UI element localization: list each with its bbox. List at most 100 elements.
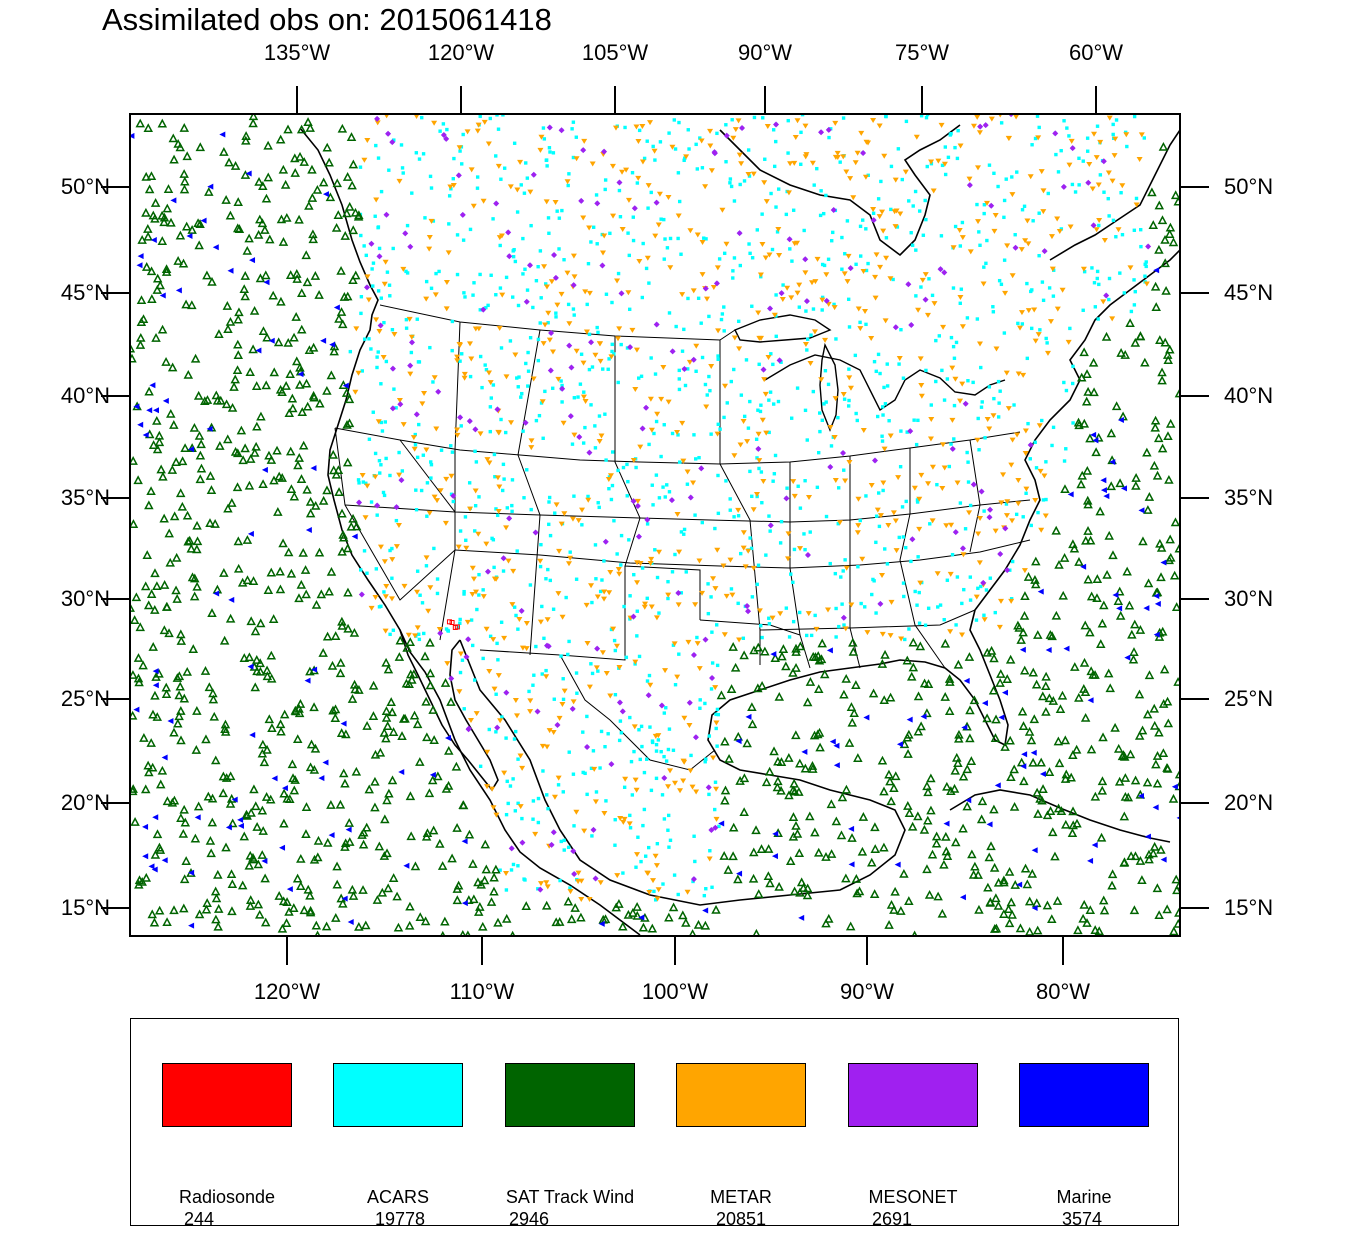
acars-marker: [706, 611, 711, 616]
metar-marker: [527, 189, 534, 195]
acars-marker: [515, 376, 519, 380]
sat-wind-marker: [341, 729, 351, 739]
acars-marker: [654, 776, 659, 781]
acars-marker: [616, 271, 621, 276]
metar-marker: [696, 558, 703, 564]
acars-marker: [578, 382, 583, 386]
sat-wind-marker: [922, 781, 932, 791]
metar-marker: [421, 391, 428, 397]
sat-wind-marker: [326, 566, 337, 576]
metar-marker: [463, 545, 470, 551]
sat-wind-marker: [205, 518, 215, 527]
sat-wind-marker: [1006, 772, 1016, 781]
marine-marker: [237, 822, 244, 829]
acars-marker: [824, 514, 829, 519]
mesonet-marker: [465, 636, 472, 643]
sat-wind-marker: [1154, 910, 1164, 920]
acars-marker: [500, 715, 504, 719]
sat-wind-marker: [269, 475, 279, 485]
acars-marker: [742, 179, 747, 183]
metar-marker: [769, 615, 776, 621]
acars-marker: [612, 352, 616, 356]
acars-marker: [884, 236, 889, 240]
metar-marker: [581, 138, 588, 144]
acars-marker: [603, 412, 607, 416]
sat-wind-marker: [140, 581, 151, 591]
sat-wind-marker: [1079, 347, 1089, 357]
mesonet-marker: [493, 200, 500, 207]
metar-marker: [703, 404, 710, 410]
sat-wind-marker: [735, 776, 745, 785]
sat-wind-marker: [1051, 610, 1062, 620]
mesonet-marker: [653, 321, 660, 328]
metar-marker: [450, 182, 457, 188]
marine-marker: [304, 677, 311, 684]
metar-marker: [707, 143, 714, 149]
acars-marker: [767, 398, 771, 402]
acars-marker: [585, 792, 589, 797]
sat-wind-marker: [347, 694, 358, 703]
metar-marker: [864, 630, 871, 636]
metar-marker: [655, 733, 662, 739]
acars-marker: [915, 603, 919, 607]
metar-marker: [922, 272, 929, 278]
acars-marker: [546, 567, 550, 572]
sat-wind-marker: [730, 662, 741, 672]
acars-marker: [769, 191, 773, 196]
acars-marker: [387, 283, 392, 287]
metar-marker: [391, 332, 398, 338]
acars-marker: [519, 395, 523, 399]
acars-marker: [439, 448, 444, 452]
sat-wind-marker: [1152, 470, 1163, 480]
acars-marker: [625, 346, 630, 350]
sat-wind-marker: [1157, 215, 1168, 225]
acars-marker: [671, 748, 676, 752]
sat-wind-marker: [908, 662, 919, 672]
sat-wind-marker: [1120, 773, 1131, 782]
sat-wind-marker: [1138, 536, 1148, 546]
acars-marker: [836, 522, 840, 526]
metar-marker: [915, 307, 922, 313]
acars-marker: [1038, 328, 1042, 332]
metar-marker: [495, 673, 502, 679]
sat-wind-marker: [302, 401, 313, 411]
metar-marker: [667, 768, 674, 774]
acars-marker: [594, 577, 598, 581]
marine-marker: [329, 341, 336, 348]
acars-marker: [379, 296, 383, 300]
sat-wind-marker: [480, 839, 491, 849]
acars-marker: [414, 151, 419, 155]
acars-marker: [369, 500, 374, 504]
acars-marker: [1092, 281, 1097, 285]
metar-marker: [637, 444, 644, 450]
metar-marker: [1047, 319, 1054, 325]
metar-marker: [396, 472, 403, 478]
sat-wind-marker: [1120, 791, 1131, 801]
metar-marker: [375, 419, 382, 425]
sat-wind-marker: [491, 864, 501, 874]
acars-marker: [590, 834, 594, 838]
acars-marker: [458, 621, 462, 625]
acars-marker: [508, 784, 513, 788]
mesonet-marker: [568, 364, 575, 371]
mesonet-marker: [675, 590, 682, 597]
acars-marker: [881, 413, 885, 417]
acars-marker: [492, 565, 496, 570]
sat-wind-marker: [760, 646, 770, 656]
acars-marker: [968, 503, 973, 508]
acars-marker: [759, 623, 763, 628]
metar-marker: [1127, 265, 1134, 271]
acars-marker: [509, 868, 514, 872]
sat-wind-marker: [1106, 481, 1116, 491]
mesonet-marker: [997, 551, 1004, 558]
acars-marker: [379, 189, 384, 194]
sat-wind-marker: [335, 657, 346, 667]
sat-wind-marker: [1105, 683, 1115, 693]
acars-marker: [952, 356, 957, 360]
sat-wind-marker: [131, 592, 142, 602]
metar-marker: [1025, 308, 1032, 314]
acars-marker: [1052, 268, 1056, 272]
sat-wind-marker: [310, 743, 321, 753]
metar-marker: [373, 317, 380, 323]
metar-marker: [382, 259, 389, 265]
